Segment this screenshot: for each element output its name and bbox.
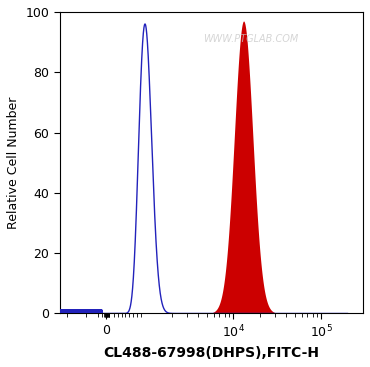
X-axis label: CL488-67998(DHPS),FITC-H: CL488-67998(DHPS),FITC-H [104, 346, 319, 360]
Text: WWW.PTGLAB.COM: WWW.PTGLAB.COM [203, 34, 299, 44]
Y-axis label: Relative Cell Number: Relative Cell Number [7, 97, 20, 229]
